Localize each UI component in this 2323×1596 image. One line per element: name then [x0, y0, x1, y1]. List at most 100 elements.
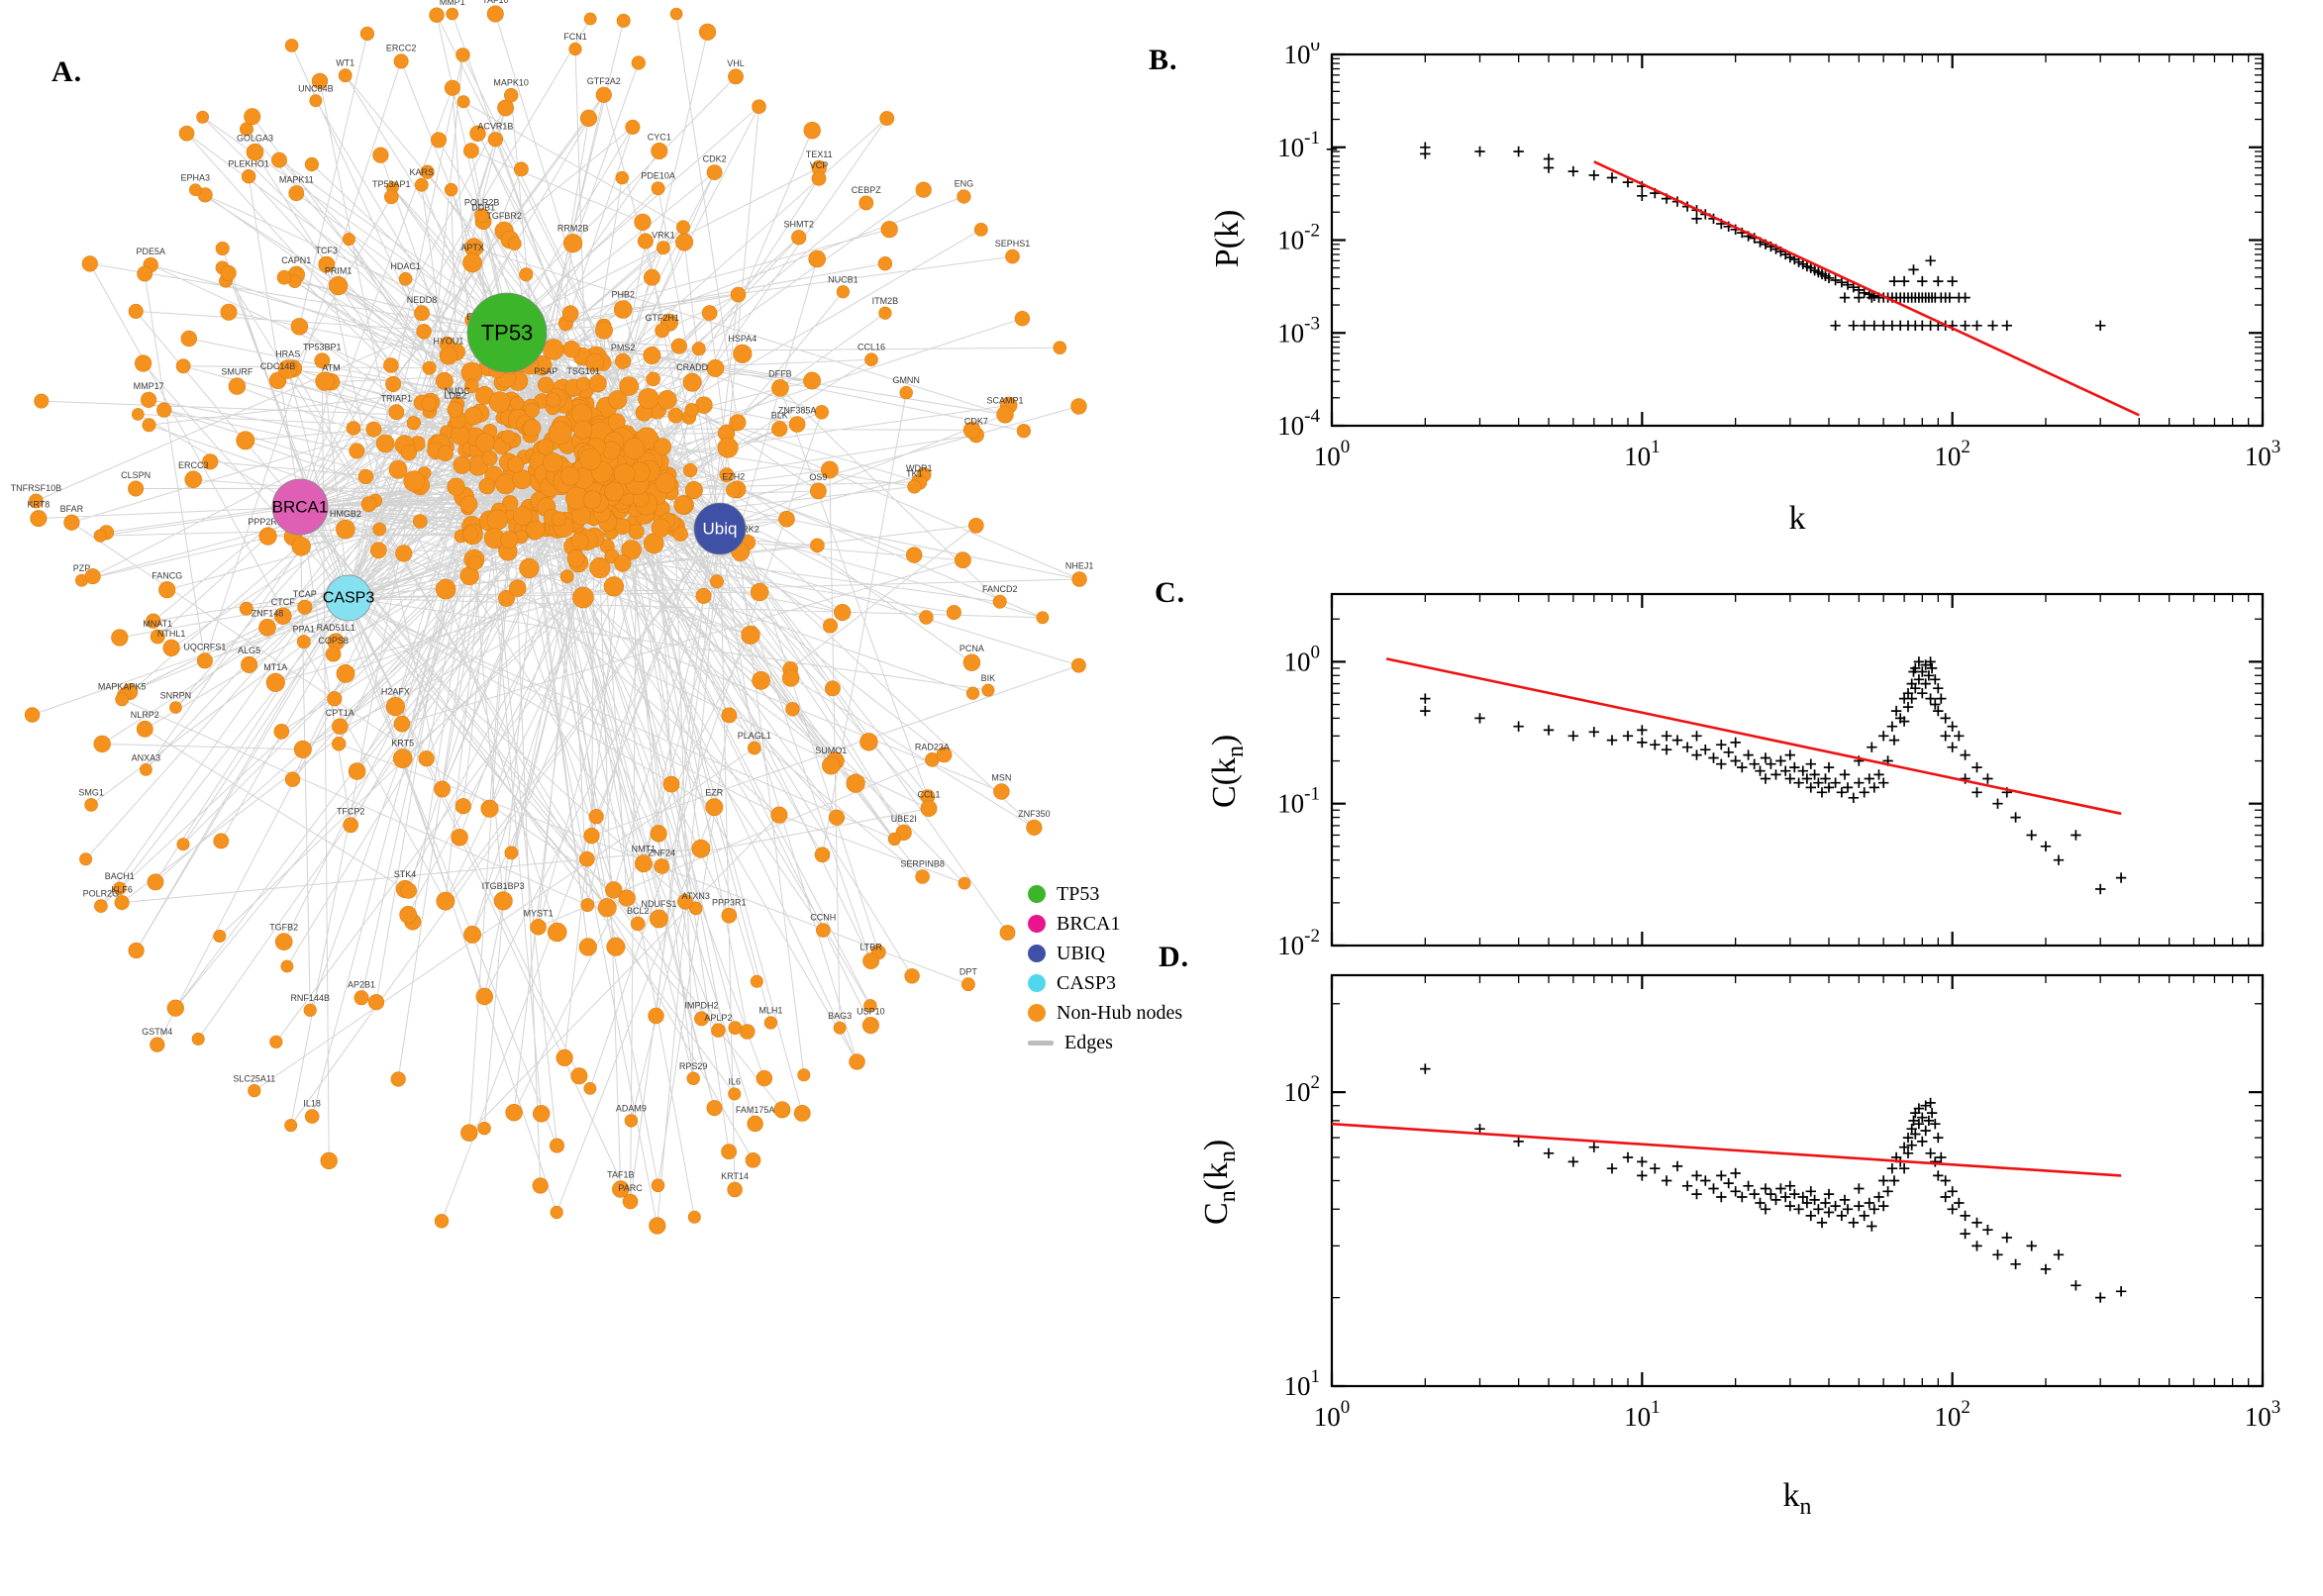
tick-label: 10-2: [1277, 221, 1320, 255]
gene-label: APTX: [460, 243, 484, 252]
gene-label: CDK2: [703, 154, 727, 164]
gene-label: MLH1: [758, 1006, 782, 1016]
gene-label: ITM2B: [872, 296, 899, 306]
fit-line: [1385, 657, 2122, 816]
gene-label: ALG5: [238, 646, 260, 655]
gene-label: PPA1: [293, 625, 315, 635]
plot-svg-C: 100 10-1 10-2: [1277, 592, 2265, 960]
gene-label: EZH2: [722, 472, 745, 482]
gene-label: CDK7: [964, 417, 988, 427]
tick-label: 100: [1284, 43, 1321, 69]
gene-label: PLAGL1: [738, 731, 771, 741]
gene-label: SMURF: [221, 367, 252, 377]
gene-label: PMS2: [611, 343, 636, 352]
gene-label: PZP: [73, 563, 91, 573]
gene-label: BAG3: [828, 1011, 852, 1021]
data-points: [1420, 1063, 2127, 1303]
non-hub-nodes: [24, 5, 1087, 1235]
gene-label: CCL16: [858, 343, 885, 352]
gene-label: H2AFX: [381, 686, 410, 696]
tick-label: 102: [1934, 437, 1970, 471]
gene-label: HYOU1: [433, 336, 463, 346]
tp53-legend-dot: [1028, 885, 1046, 903]
gene-label: SUMO1: [815, 746, 847, 755]
gene-label: AP2B1: [348, 980, 375, 990]
panel-c-label: C.: [1155, 576, 1186, 609]
legend-label: BRCA1: [1057, 912, 1121, 935]
tick-label: 10-1: [1277, 128, 1320, 162]
gene-label: PPP3R1: [712, 897, 747, 907]
legend-label: CASP3: [1057, 971, 1117, 994]
tick-label: 100: [1314, 1397, 1351, 1432]
gene-label: TAF1B: [607, 1170, 634, 1180]
gene-label: WT1: [336, 58, 354, 68]
fit-line: [1331, 1122, 2122, 1177]
gene-label: TRIAP1: [381, 394, 413, 404]
degree-distribution-plot: 100 101 102 103 100 10-1 10-2 10-3 10-4: [1213, 35, 2284, 490]
gene-label: HMGB2: [330, 509, 361, 519]
gene-label: MNAT1: [143, 619, 172, 629]
tick-label: 10-4: [1277, 406, 1320, 441]
gene-label: FCN1: [563, 32, 587, 42]
gene-label: MSN: [991, 773, 1011, 783]
gene-label: ERCC2: [386, 44, 417, 53]
panel-a-label: A.: [51, 55, 83, 88]
gene-label: NHEJ1: [1065, 561, 1094, 571]
gene-label: HRAS: [275, 349, 300, 359]
gene-label: ATXN3: [682, 891, 710, 901]
gene-label: TSG101: [566, 366, 600, 376]
gene-label: TGFB2: [269, 923, 298, 933]
gene-label: CCNH: [810, 913, 836, 923]
legend-label: UBIQ: [1057, 942, 1105, 964]
gene-label: PSAP: [534, 366, 557, 376]
gene-label: ZNF24: [649, 848, 676, 858]
gene-label: PPP2R2A: [248, 517, 288, 527]
gene-label: ZNF350: [1018, 809, 1051, 819]
gene-label: ACVR1B: [477, 122, 513, 132]
network-graph: NTHL1 SMURF TCAP SMG1 PLAGL1 LDB2 GSTM4 DDB1 FAM…: [11, 0, 1094, 1235]
network-legend: TP53 BRCA1 UBIQ CASP3 Non-Hub nodes Edges: [1028, 879, 1182, 1057]
gene-label: KARS: [410, 167, 435, 177]
legend-item-brca1: BRCA1: [1028, 909, 1182, 939]
hub-label-brca1: BRCA1: [272, 498, 329, 517]
gene-label: NLRP2: [131, 710, 159, 720]
gene-label: COPS8: [318, 636, 349, 646]
plot-svg-B: 100 101 102 103 100 10-1 10-2 10-3 10-4: [1277, 35, 2280, 471]
non-hub nodes-legend-dot: [1028, 1004, 1046, 1022]
gene-label: RRM2B: [557, 223, 589, 233]
gene-label: NUCB1: [828, 274, 858, 284]
gene-label: CAPN1: [281, 255, 311, 265]
gene-label: EZR: [705, 788, 724, 798]
gene-label: KRT14: [721, 1171, 749, 1181]
gene-label: VRK2: [736, 524, 759, 534]
gene-label: TAF10: [482, 0, 508, 5]
tick-label: 100: [1284, 642, 1321, 676]
gene-label: RAD51L1: [317, 623, 355, 633]
hub-node-casp3: [325, 574, 372, 622]
gene-label: CDC14B: [260, 361, 296, 371]
hub-node-brca1: [271, 478, 329, 536]
gene-label: VRK1: [652, 231, 675, 241]
gene-label: PCNA: [960, 644, 984, 653]
legend-item-ubiq: UBIQ: [1028, 939, 1182, 968]
data-points: [1326, 142, 2106, 331]
fit-line: [1593, 160, 2140, 417]
gene-label: TGFBR2: [486, 211, 522, 221]
gene-label: SEPHS1: [995, 239, 1031, 249]
gene-label: MYST1: [524, 908, 554, 918]
gene-label: USP10: [857, 1006, 885, 1016]
gene-label: MAPK11: [279, 175, 314, 185]
gene-label: IL6: [728, 1077, 741, 1087]
gene-label: TCF3: [316, 246, 339, 255]
gene-label: FAM175A: [736, 1105, 775, 1115]
tick-label: 101: [1624, 1397, 1661, 1432]
gene-label: PLEKHO1: [228, 158, 269, 168]
gene-label: UNC84B: [298, 84, 334, 94]
gene-label: HDAC1: [390, 261, 421, 271]
tick-label: 100: [1314, 437, 1351, 471]
hub-node-ubiq: [693, 502, 747, 555]
gene-label: NTHL1: [157, 629, 186, 639]
gene-label: UBE2I: [891, 814, 917, 824]
